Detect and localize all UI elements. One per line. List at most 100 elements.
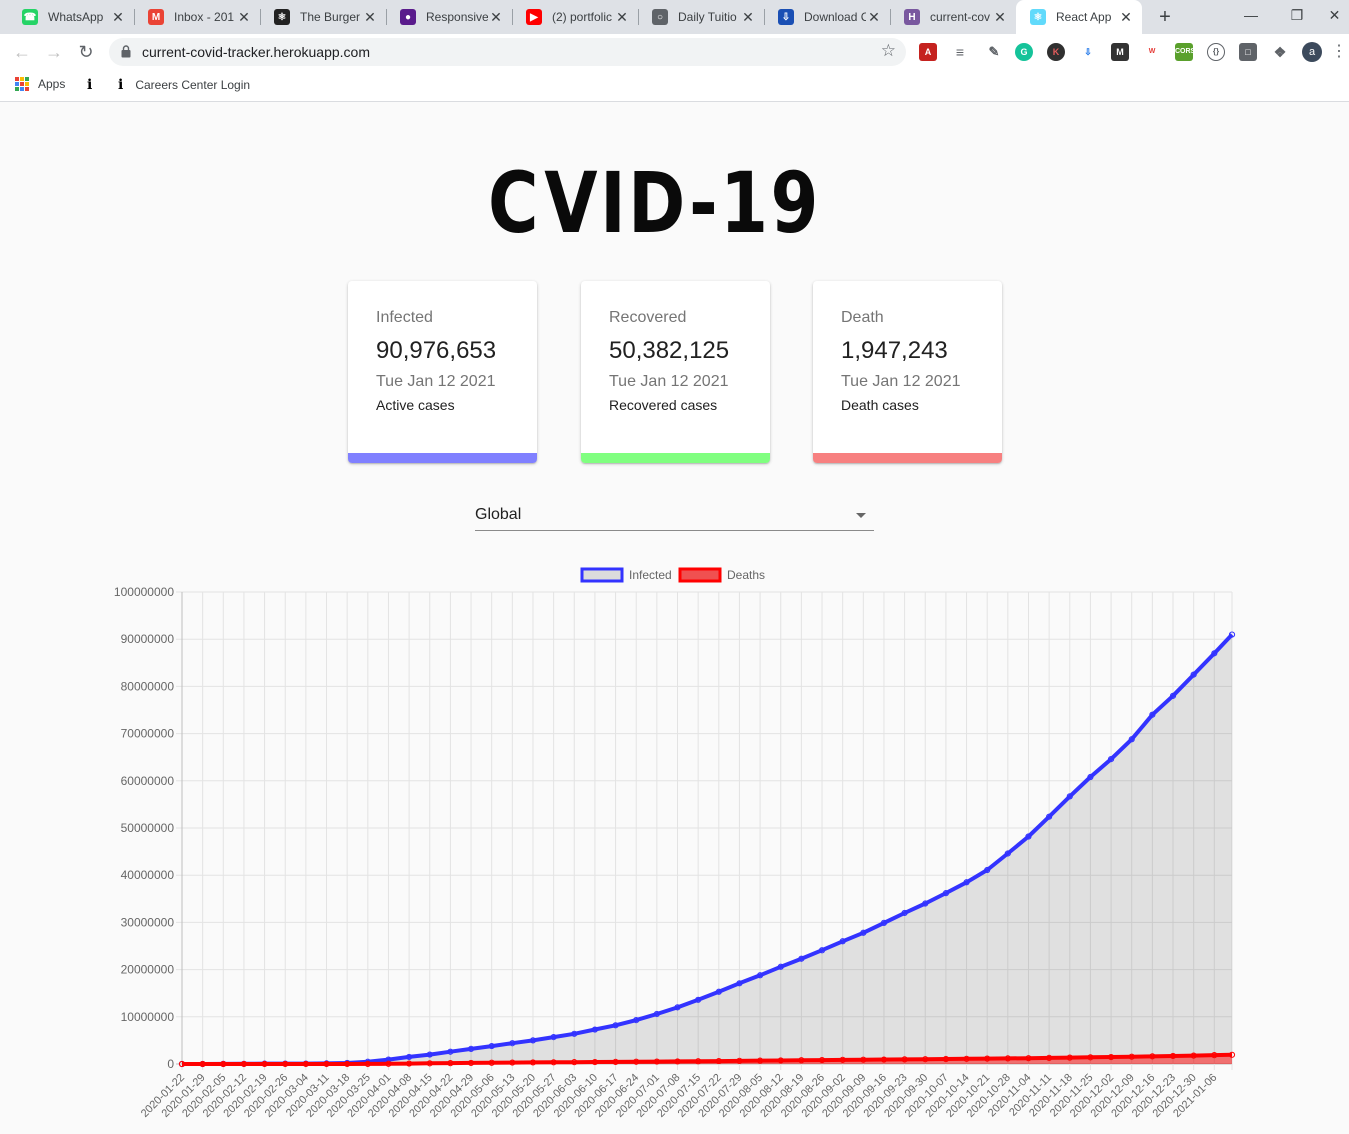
data-point <box>715 988 722 995</box>
bookmark-careers-center[interactable]: i Careers Center Login <box>118 77 250 93</box>
card-label: Death <box>841 309 884 326</box>
tab-separator <box>764 9 765 25</box>
data-point <box>818 947 826 954</box>
data-point <box>550 1059 557 1066</box>
bookmark-ibm[interactable]: i <box>87 77 104 93</box>
data-point <box>1128 736 1135 743</box>
data-point <box>798 1057 805 1064</box>
download-extension-icon[interactable]: ⇩ <box>1079 43 1097 61</box>
tab-close-icon[interactable]: ✕ <box>742 8 754 25</box>
tab-close-icon[interactable]: ✕ <box>994 8 1006 25</box>
tab-close-icon[interactable]: ✕ <box>868 8 880 25</box>
tab-3[interactable]: ⚛ The Burger ✕ <box>260 0 386 34</box>
tab-9[interactable]: ⚛ React App ✕ <box>1016 0 1142 34</box>
data-point <box>1169 1052 1177 1060</box>
tab-close-icon[interactable]: ✕ <box>364 8 376 25</box>
bookmark-star-icon[interactable]: ☆ <box>880 41 896 60</box>
reload-icon[interactable]: ↻ <box>78 42 94 62</box>
menu-kebab-icon[interactable]: ⋮ <box>1331 43 1347 60</box>
tab-5[interactable]: ▶ (2) portfolic ✕ <box>512 0 638 34</box>
y-tick-label: 70000000 <box>121 727 175 741</box>
k-extension-icon[interactable]: K <box>1047 43 1065 61</box>
new-tab-button[interactable]: + <box>1159 6 1171 28</box>
tab-7[interactable]: ⇩ Download C ✕ <box>764 0 890 34</box>
json-extension-icon[interactable]: {} <box>1207 43 1225 61</box>
grammarly-extension-icon[interactable]: G <box>1015 43 1033 61</box>
y-tick-label: 90000000 <box>121 632 175 646</box>
data-point <box>467 1045 475 1052</box>
logo-text-left: C <box>488 154 542 252</box>
tab-2[interactable]: M Inbox - 201 ✕ <box>134 0 260 34</box>
tab-title: React App <box>1056 10 1112 24</box>
minimize-button[interactable]: — <box>1244 7 1258 23</box>
dropdown-caret-icon <box>856 513 866 518</box>
address-bar[interactable]: current-covid-tracker.herokuapp.com ☆ <box>109 38 906 66</box>
data-point <box>323 1060 330 1068</box>
tab-close-icon[interactable]: ✕ <box>112 8 124 25</box>
data-point <box>1066 793 1073 800</box>
tab-title: current-cov <box>930 10 991 24</box>
tab-6[interactable]: ○ Daily Tuitio ✕ <box>638 0 764 34</box>
tab-close-icon[interactable]: ✕ <box>616 8 628 25</box>
tab-4[interactable]: ● Responsive ✕ <box>386 0 512 34</box>
data-point <box>880 919 888 926</box>
tab-close-icon[interactable]: ✕ <box>490 8 502 25</box>
y-tick-label: 80000000 <box>121 679 175 693</box>
tab-title: Daily Tuitio <box>678 10 737 24</box>
tab-1[interactable]: ☎ WhatsApp ✕ <box>8 0 134 34</box>
card-description: Death cases <box>841 397 919 413</box>
tab-close-icon[interactable]: ✕ <box>238 8 250 25</box>
extensions-puzzle-icon[interactable]: ❖ <box>1271 43 1289 61</box>
profile-avatar[interactable]: a <box>1302 42 1322 62</box>
data-point <box>1025 1055 1032 1062</box>
data-point <box>901 1056 908 1063</box>
back-icon[interactable]: ← <box>13 42 31 62</box>
dropper-extension-icon[interactable]: ✎ <box>985 43 1003 61</box>
browser-toolbar: ← → ↻ current-covid-tracker.herokuapp.co… <box>0 34 1349 70</box>
card-date: Tue Jan 12 2021 <box>841 373 961 390</box>
close-window-button[interactable]: ✕ <box>1328 7 1341 23</box>
outline-extension-icon[interactable]: ≡ <box>951 43 969 61</box>
wappalyzer-extension-icon[interactable]: W <box>1143 43 1161 61</box>
card-accent-bar <box>581 453 770 463</box>
gmail-icon: M <box>148 9 164 25</box>
cors-extension-icon[interactable]: CORS <box>1175 43 1195 61</box>
card-value: 90,976,653 <box>376 337 497 364</box>
data-point <box>880 1056 888 1063</box>
data-point <box>385 1060 392 1067</box>
tab-close-icon[interactable]: ✕ <box>1120 8 1132 25</box>
data-point <box>777 963 784 970</box>
screen-extension-icon[interactable]: □ <box>1239 43 1257 61</box>
data-point <box>839 1056 846 1063</box>
ibm-icon: i <box>118 77 124 93</box>
data-point <box>818 1056 826 1064</box>
m-extension-icon[interactable]: M <box>1111 43 1129 61</box>
data-point <box>282 1060 289 1068</box>
legend-label: Infected <box>629 568 672 582</box>
data-point <box>1107 755 1115 763</box>
restore-button[interactable]: ❐ <box>1290 7 1304 23</box>
whatsapp-icon: ☎ <box>22 9 38 25</box>
legend-label: Deaths <box>727 568 765 582</box>
series-line-deaths <box>182 1052 1233 1066</box>
pdf-extension-icon[interactable]: A <box>919 43 937 61</box>
y-tick-label: 50000000 <box>121 821 175 835</box>
card-date: Tue Jan 12 2021 <box>376 373 496 390</box>
data-point <box>447 1060 454 1067</box>
youtube-icon: ▶ <box>526 9 542 25</box>
tab-title: (2) portfolic <box>552 10 613 24</box>
bookmark-apps[interactable]: Apps <box>15 77 65 91</box>
forward-icon[interactable]: → <box>45 42 63 62</box>
data-point <box>426 1060 433 1067</box>
site-icon: ● <box>400 9 416 25</box>
tab-title: Inbox - 201 <box>174 10 235 24</box>
tab-separator <box>134 9 135 25</box>
series-fill-deaths <box>182 1054 1232 1064</box>
url-text: current-covid-tracker.herokuapp.com <box>142 44 370 60</box>
tab-separator <box>638 9 639 25</box>
card-label: Infected <box>376 309 433 326</box>
react-icon: ⚛ <box>274 9 290 25</box>
death-card: Death 1,947,243 Tue Jan 12 2021 Death ca… <box>813 281 1002 463</box>
country-select[interactable]: Global <box>475 498 874 531</box>
